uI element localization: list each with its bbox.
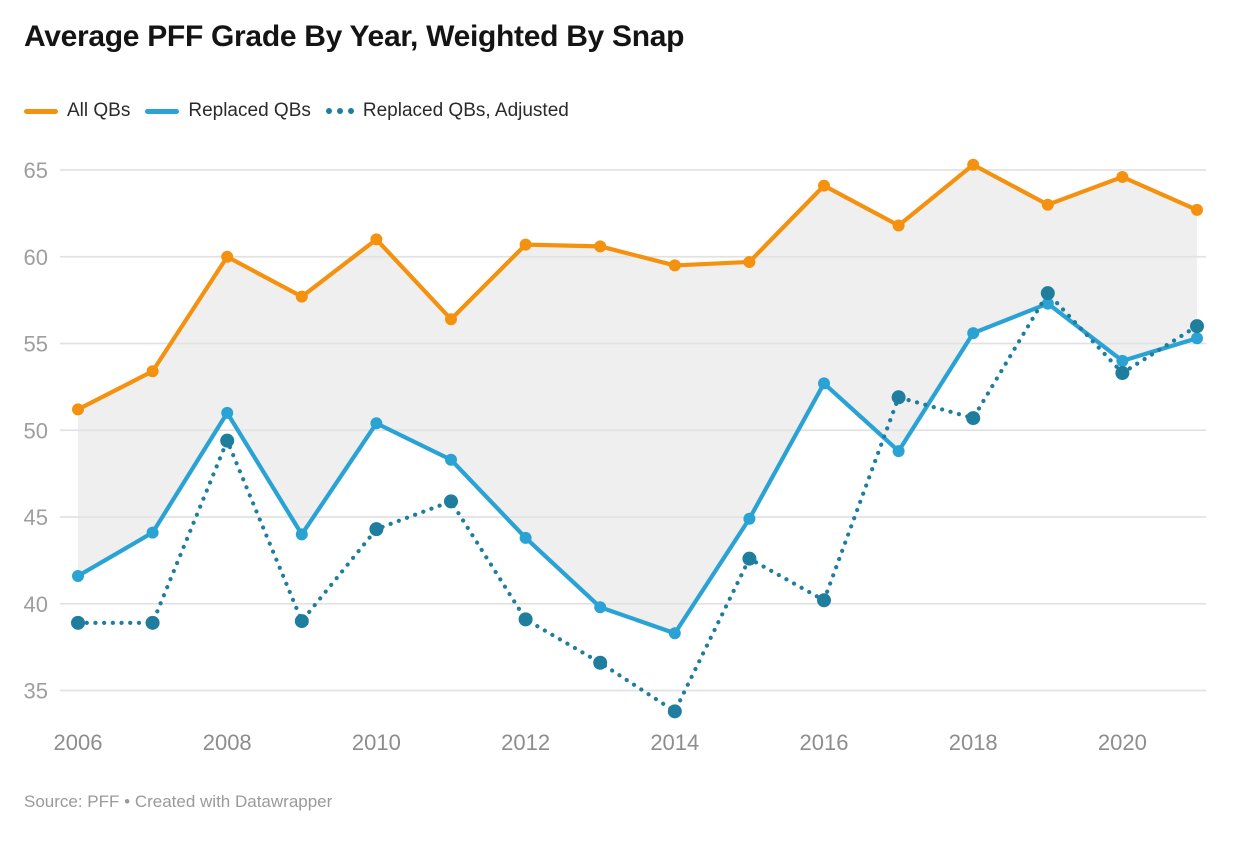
data-point-replaced-qbs-2007[interactable]	[146, 526, 159, 539]
data-point-replaced-qbs-2021[interactable]	[1191, 332, 1203, 345]
data-point-replaced-qbs-adjusted-2020[interactable]	[1115, 365, 1130, 380]
data-point-all-qbs-2009[interactable]	[295, 290, 308, 303]
x-tick-label: 2008	[203, 730, 252, 755]
y-tick-label: 35	[24, 679, 48, 704]
y-tick-label: 50	[24, 418, 48, 443]
legend-item-replaced-qbs: Replaced QBs	[145, 100, 311, 122]
legend-item-all-qbs: All QBs	[24, 100, 130, 122]
y-tick-label: 55	[24, 332, 48, 357]
data-point-replaced-qbs-2009[interactable]	[295, 528, 308, 541]
x-tick-label: 2012	[501, 730, 550, 755]
data-point-replaced-qbs-2016[interactable]	[818, 377, 830, 390]
data-point-replaced-qbs-2019[interactable]	[1041, 297, 1054, 310]
data-point-replaced-qbs-adjusted-2021[interactable]	[1190, 319, 1204, 334]
data-point-all-qbs-2008[interactable]	[221, 250, 234, 263]
data-point-all-qbs-2012[interactable]	[519, 238, 532, 251]
data-point-replaced-qbs-2011[interactable]	[445, 453, 457, 466]
data-point-replaced-qbs-adjusted-2015[interactable]	[742, 551, 757, 566]
series-line-all-qbs	[75, 162, 1200, 412]
x-tick-label: 2020	[1098, 730, 1147, 755]
data-point-replaced-qbs-adjusted-2007[interactable]	[145, 615, 160, 630]
data-point-replaced-qbs-2006[interactable]	[72, 569, 84, 582]
y-tick-label: 40	[24, 592, 48, 617]
data-point-all-qbs-2013[interactable]	[594, 240, 607, 253]
data-point-all-qbs-2021[interactable]	[1191, 203, 1203, 216]
data-point-replaced-qbs-adjusted-2017[interactable]	[891, 390, 906, 405]
series-line-replaced-qbs-adjusted	[75, 291, 1200, 714]
data-point-replaced-qbs-adjusted-2011[interactable]	[444, 494, 458, 509]
data-point-replaced-qbs-2010[interactable]	[370, 417, 383, 430]
data-point-replaced-qbs-adjusted-2014[interactable]	[667, 704, 682, 719]
data-point-replaced-qbs-adjusted-2008[interactable]	[220, 433, 235, 448]
data-point-all-qbs-2016[interactable]	[818, 179, 830, 192]
data-point-replaced-qbs-2015[interactable]	[743, 512, 756, 525]
data-point-all-qbs-2018[interactable]	[967, 158, 980, 171]
series-line-replaced-qbs	[75, 301, 1200, 636]
y-tick-label: 60	[24, 245, 48, 270]
x-tick-label: 2010	[352, 730, 401, 755]
data-point-all-qbs-2006[interactable]	[72, 403, 84, 416]
data-point-replaced-qbs-2017[interactable]	[892, 445, 905, 458]
x-tick-label: 2006	[54, 730, 103, 755]
data-point-all-qbs-2007[interactable]	[146, 365, 159, 378]
y-tick-label: 65	[24, 158, 48, 183]
legend-item-replaced-qbs-adjusted: Replaced QBs, Adjusted	[325, 100, 569, 122]
data-point-replaced-qbs-adjusted-2019[interactable]	[1040, 286, 1055, 301]
legend-swatch-all-qbs	[24, 108, 58, 114]
data-point-replaced-qbs-adjusted-2006[interactable]	[71, 615, 85, 630]
chart-footer: Source: PFF • Created with Datawrapper	[24, 792, 333, 811]
data-point-all-qbs-2015[interactable]	[743, 255, 756, 268]
legend-swatch-replaced-qbs	[145, 108, 180, 114]
legend: All QBs Replaced QBs Replaced QBs, Adjus…	[24, 100, 569, 122]
data-point-replaced-qbs-adjusted-2016[interactable]	[817, 593, 831, 608]
data-point-replaced-qbs-2020[interactable]	[1116, 354, 1129, 367]
legend-label-replaced-qbs: Replaced QBs	[188, 100, 311, 121]
data-point-replaced-qbs-2013[interactable]	[594, 601, 607, 614]
data-point-replaced-qbs-adjusted-2012[interactable]	[518, 612, 533, 627]
band-fill	[78, 164, 1197, 634]
data-point-replaced-qbs-adjusted-2009[interactable]	[294, 614, 309, 629]
data-point-replaced-qbs-2008[interactable]	[221, 406, 234, 419]
data-point-all-qbs-2014[interactable]	[668, 259, 681, 272]
data-point-all-qbs-2020[interactable]	[1116, 170, 1129, 183]
data-point-replaced-qbs-adjusted-2013[interactable]	[593, 655, 608, 670]
data-point-all-qbs-2010[interactable]	[370, 233, 383, 246]
data-point-replaced-qbs-adjusted-2018[interactable]	[966, 411, 981, 426]
y-tick-label: 45	[24, 505, 48, 530]
data-point-replaced-qbs-2012[interactable]	[519, 531, 532, 544]
data-point-replaced-qbs-2014[interactable]	[668, 627, 681, 640]
legend-label-all-qbs: All QBs	[67, 100, 131, 121]
data-point-replaced-qbs-2018[interactable]	[967, 327, 980, 340]
x-tick-label: 2018	[949, 730, 998, 755]
data-point-all-qbs-2019[interactable]	[1041, 198, 1054, 211]
data-point-all-qbs-2017[interactable]	[892, 219, 905, 232]
legend-swatch-replaced-qbs-adjusted-dotted-icon	[325, 108, 354, 114]
chart-title: Average PFF Grade By Year, Weighted By S…	[24, 20, 685, 53]
data-point-replaced-qbs-adjusted-2010[interactable]	[369, 522, 384, 537]
x-tick-label: 2016	[800, 730, 849, 755]
x-tick-label: 2014	[650, 730, 699, 755]
legend-label-replaced-qbs-adjusted: Replaced QBs, Adjusted	[362, 100, 569, 121]
data-point-all-qbs-2011[interactable]	[445, 313, 457, 326]
